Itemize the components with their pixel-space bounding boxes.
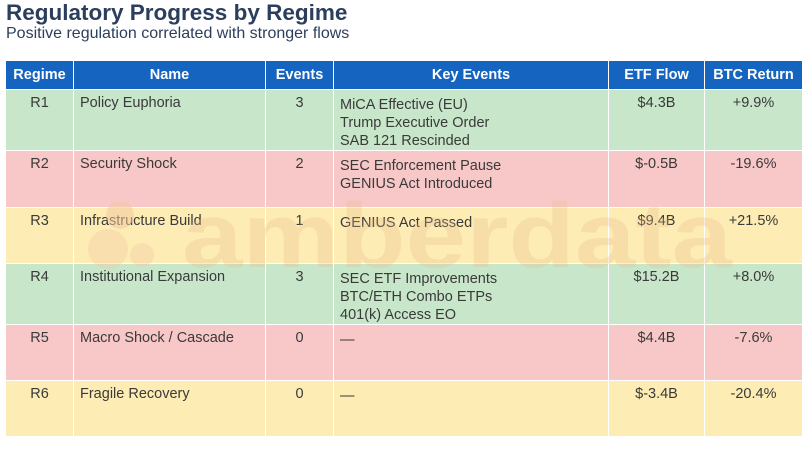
regime-name-cell: Institutional Expansion xyxy=(73,263,266,325)
key-event-item: BTC/ETH Combo ETPs xyxy=(340,289,493,305)
events-count-cell: 1 xyxy=(265,207,334,264)
key-event-item: 401(k) Access EO xyxy=(340,307,457,323)
etf-flow-cell: $-0.5B xyxy=(608,150,705,208)
key-events-cell: SEC ETF Improvements BTC/ETH Combo ETPs 40… xyxy=(333,263,609,325)
regime-cell: R6 xyxy=(5,380,74,437)
events-count-cell: 3 xyxy=(265,89,334,151)
table-row: R5 Macro Shock / Cascade 0 — $4.4B -7.6% xyxy=(5,324,803,381)
events-count-cell: 0 xyxy=(265,324,334,381)
column-header: Key Events xyxy=(333,60,609,90)
regime-cell: R5 xyxy=(5,324,74,381)
column-header: Regime xyxy=(5,60,74,90)
column-header: Name xyxy=(73,60,266,90)
key-events-cell: — xyxy=(333,324,609,381)
key-event-item: Trump Executive Order xyxy=(340,115,490,131)
regime-name-cell: Macro Shock / Cascade xyxy=(73,324,266,381)
regime-name-cell: Infrastructure Build xyxy=(73,207,266,264)
table-row: R1 Policy Euphoria 3 MiCA Effective (EU) Tru… xyxy=(5,89,803,151)
regime-name-cell: Fragile Recovery xyxy=(73,380,266,437)
btc-return-cell: +8.0% xyxy=(704,263,803,325)
key-event-item: MiCA Effective (EU) xyxy=(340,97,468,113)
page-title: Regulatory Progress by Regime xyxy=(6,0,348,25)
regime-name-cell: Policy Euphoria xyxy=(73,89,266,151)
key-events-cell: GENIUS Act Passed xyxy=(333,207,609,264)
key-events-cell: MiCA Effective (EU) Trump Executive Order… xyxy=(333,89,609,151)
page-subtitle: Positive regulation correlated with stro… xyxy=(6,25,350,42)
regime-cell: R4 xyxy=(5,263,74,325)
table-row: R3 Infrastructure Build 1 GENIUS Act Passed… xyxy=(5,207,803,264)
key-event-item: SAB 121 Rescinded xyxy=(340,133,470,149)
events-count-cell: 3 xyxy=(265,263,334,325)
events-count-cell: 0 xyxy=(265,380,334,437)
regime-cell: R1 xyxy=(5,89,74,151)
regime-name-cell: Security Shock xyxy=(73,150,266,208)
etf-flow-cell: $-3.4B xyxy=(608,380,705,437)
key-events-cell: SEC Enforcement Pause GENIUS Act Introduc… xyxy=(333,150,609,208)
btc-return-cell: -20.4% xyxy=(704,380,803,437)
key-event-item: GENIUS Act Passed xyxy=(340,215,473,231)
table-row: R6 Fragile Recovery 0 — $-3.4B -20.4% xyxy=(5,380,803,437)
key-events-cell: — xyxy=(333,380,609,437)
table-row: R4 Institutional Expansion 3 SEC ETF Improv… xyxy=(5,263,803,325)
key-event-item: SEC Enforcement Pause xyxy=(340,158,502,174)
column-header: Events xyxy=(265,60,334,90)
column-header: BTC Return xyxy=(704,60,803,90)
key-event-item: GENIUS Act Introduced xyxy=(340,176,493,192)
key-event-item: — xyxy=(340,332,355,348)
etf-flow-cell: $4.4B xyxy=(608,324,705,381)
regime-table: Regime Name Events Key Events ETF Flow B… xyxy=(5,60,803,437)
etf-flow-cell: $4.3B xyxy=(608,89,705,151)
btc-return-cell: +21.5% xyxy=(704,207,803,264)
key-event-item: SEC ETF Improvements xyxy=(340,271,498,287)
key-event-item: — xyxy=(340,388,355,404)
events-count-cell: 2 xyxy=(265,150,334,208)
regime-cell: R2 xyxy=(5,150,74,208)
table-row: R2 Security Shock 2 SEC Enforcement Pause GE… xyxy=(5,150,803,208)
regime-cell: R3 xyxy=(5,207,74,264)
btc-return-cell: -7.6% xyxy=(704,324,803,381)
etf-flow-cell: $9.4B xyxy=(608,207,705,264)
column-header: ETF Flow xyxy=(608,60,705,90)
btc-return-cell: -19.6% xyxy=(704,150,803,208)
table-header-row: Regime Name Events Key Events ETF Flow B… xyxy=(5,60,803,90)
etf-flow-cell: $15.2B xyxy=(608,263,705,325)
btc-return-cell: +9.9% xyxy=(704,89,803,151)
